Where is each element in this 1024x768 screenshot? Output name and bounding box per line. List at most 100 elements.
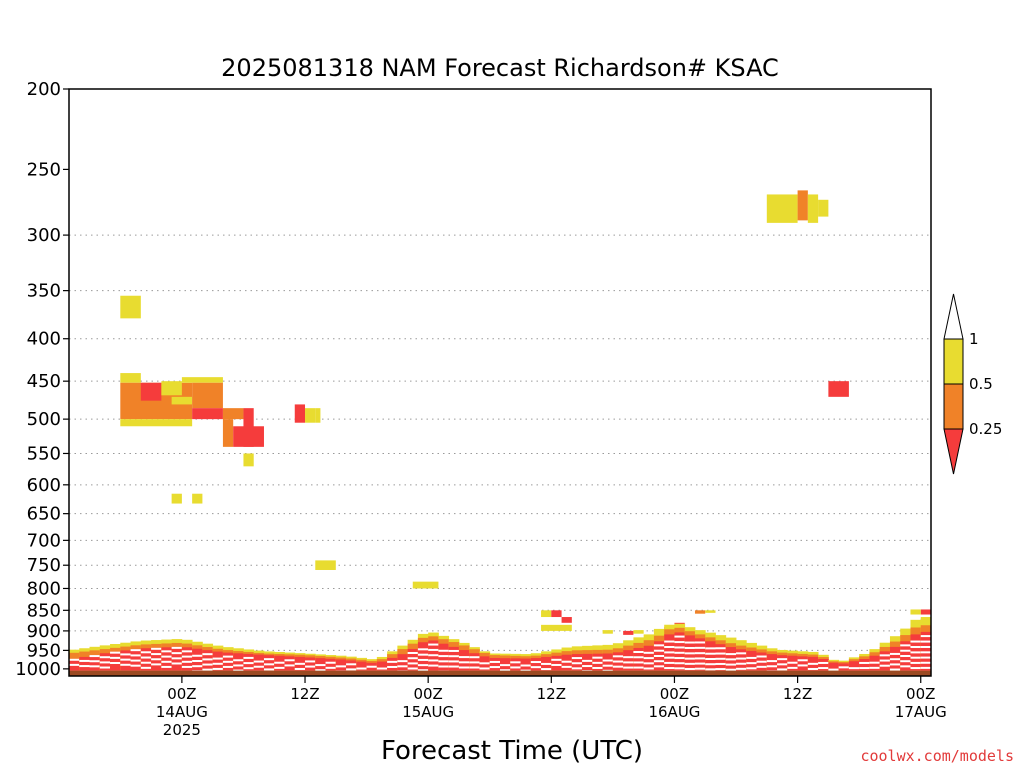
boundary-layer-stripe [910,661,922,664]
legend-bottom-triangle [943,428,964,475]
y-tick-label: 200 [27,79,61,100]
boundary-layer-cell [346,660,357,671]
boundary-layer-stripe [777,668,788,671]
boundary-layer-stripe [151,653,162,656]
boundary-layer-cell [407,648,419,671]
boundary-layer-stripe [130,659,142,662]
boundary-layer-stripe [643,657,655,660]
boundary-layer-stripe [920,645,932,648]
y-tick-label: 850 [27,600,61,621]
boundary-layer-stripe [171,652,183,655]
boundary-layer-stripe [489,666,501,669]
boundary-layer-stripe [428,659,439,662]
boundary-layer-stripe [900,660,911,663]
boundary-layer-stripe [674,641,686,644]
legend-label: 0.5 [969,375,993,393]
y-tick-label: 950 [27,640,61,661]
boundary-layer-stripe [192,660,203,663]
boundary-layer-stripe [140,666,152,669]
data-cell [920,609,931,615]
boundary-layer-stripe [130,654,142,657]
boundary-layer-stripe [233,664,244,667]
boundary-layer-stripe [787,661,798,664]
x-tick-label: 2025 [163,721,201,739]
boundary-layer-stripe [910,651,922,654]
data-cell [171,396,193,405]
boundary-layer-stripe [479,662,491,665]
boundary-layer-stripe [664,656,675,659]
boundary-layer-stripe [612,660,624,663]
boundary-layer-stripe [428,654,439,657]
boundary-layer-stripe [407,657,419,660]
boundary-layer-stripe [161,660,173,663]
boundary-layer-cell [582,653,593,671]
boundary-layer-cell [694,638,706,671]
boundary-layer-stripe [653,649,665,652]
boundary-layer-cell [110,651,121,671]
boundary-layer-stripe [140,656,152,659]
boundary-layer-stripe [705,652,716,655]
boundary-layer-stripe [664,651,675,654]
boundary-layer-stripe [274,666,285,669]
boundary-layer-stripe [263,658,275,661]
boundary-layer-stripe [818,661,829,664]
boundary-layer-cell [551,655,562,671]
boundary-layer-stripe [633,666,645,669]
boundary-layer-stripe [151,658,162,661]
boundary-layer-stripe [694,662,706,665]
boundary-layer-stripe [253,665,265,668]
boundary-layer-stripe [120,658,131,661]
boundary-layer-stripe [243,662,255,665]
boundary-layer-stripe [161,655,173,658]
y-tick-label: 350 [27,281,61,302]
boundary-layer-stripe [920,635,932,638]
boundary-layer-stripe [920,661,932,664]
boundary-layer-stripe [376,667,388,670]
y-tick-label: 1000 [15,659,61,680]
boundary-layer-stripe [294,662,306,665]
boundary-layer-stripe [889,652,901,655]
boundary-layer-stripe [582,659,593,662]
data-cell [140,382,162,401]
y-axis-ticks: 200 250 300 350 400 450 500 550 600 650 700 7508008… [15,79,69,680]
boundary-layer-bands [69,617,932,674]
boundary-layer-stripe [797,659,809,662]
boundary-layer-cell [530,658,542,671]
boundary-layer-stripe [828,668,840,671]
boundary-layer-stripe [674,657,686,660]
y-tick-label: 300 [27,225,61,246]
boundary-layer-stripe [684,662,696,665]
boundary-layer-stripe [181,655,193,658]
boundary-layer-cell [859,659,870,671]
credit-text: coolwx.com/models [860,747,1014,765]
boundary-layer-stripe [715,668,727,671]
boundary-layer-stripe [694,667,706,670]
boundary-layer-cell [305,657,316,671]
boundary-layer-stripe [151,663,162,666]
boundary-layer-stripe [920,651,932,654]
y-tick-label: 800 [27,578,61,599]
boundary-layer-stripe [653,660,665,663]
boundary-layer-stripe [633,651,645,654]
boundary-layer-stripe [900,665,911,668]
boundary-layer-stripe [869,666,881,669]
x-tick-label: 00Z [167,685,196,703]
data-cell [766,194,798,223]
data-cell [161,381,182,396]
y-tick-label: 500 [27,409,61,430]
boundary-layer-stripe [602,659,614,662]
y-tick-label: 700 [27,530,61,551]
boundary-layer-stripe [900,644,911,647]
boundary-layer-stripe [746,662,757,665]
boundary-layer-stripe [130,664,142,667]
boundary-layer-stripe [684,652,696,655]
boundary-layer-cell [797,656,809,671]
data-cell [233,426,264,447]
data-cell [294,404,306,423]
boundary-layer-cell [777,655,788,671]
boundary-layer-stripe [397,665,409,668]
data-cell [818,199,829,217]
boundary-layer-stripe [346,668,357,671]
